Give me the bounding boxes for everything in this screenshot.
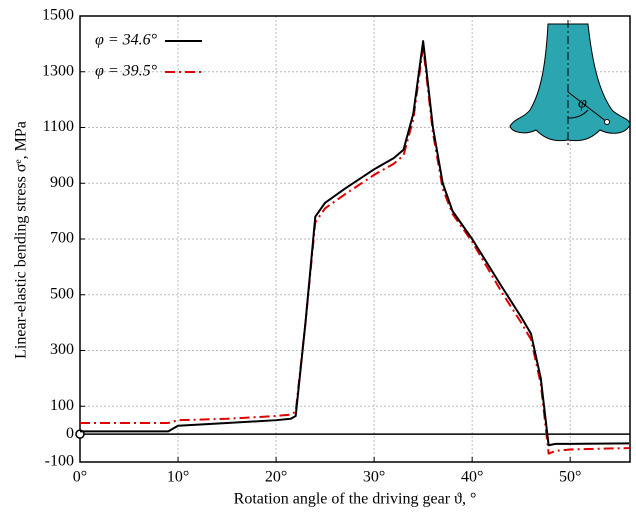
legend-label: φ = 34.6° — [95, 32, 158, 49]
x-tick-label: 10° — [167, 469, 189, 486]
x-tick-label: 50° — [559, 469, 581, 486]
x-tick-label: 0° — [73, 469, 87, 486]
gear-inset: φ — [509, 20, 631, 148]
angle-ray — [567, 91, 608, 123]
y-tick-label: 1500 — [42, 7, 74, 24]
y-tick-label: 300 — [50, 341, 74, 358]
series-line — [80, 45, 630, 455]
y-tick-label: 1100 — [43, 118, 74, 135]
gear-tooth — [509, 23, 631, 142]
legend-label: φ = 39.5° — [95, 63, 158, 80]
y-tick-label: 500 — [50, 285, 74, 302]
y-tick-label: -100 — [45, 453, 74, 470]
y-tick-label: 100 — [50, 397, 74, 414]
y-axis-label: Linear-elastic bending stress σᵉ, MPa — [13, 121, 30, 359]
plot-frame — [79, 15, 631, 463]
series-line — [80, 40, 630, 447]
x-tick-label: 40° — [461, 469, 483, 486]
inset-label: φ — [578, 95, 587, 112]
x-tick-label: 30° — [363, 469, 385, 486]
x-tick-label: 20° — [265, 469, 287, 486]
y-tick-label: 900 — [50, 174, 74, 191]
contact-point — [604, 119, 610, 125]
angle-arc — [567, 109, 589, 119]
y-tick-label: 700 — [50, 230, 74, 247]
y-tick-label: 0 — [66, 425, 74, 442]
x-axis-label: Rotation angle of the driving gear ϑ, ° — [234, 491, 477, 508]
y-tick-label: 1300 — [42, 62, 74, 79]
